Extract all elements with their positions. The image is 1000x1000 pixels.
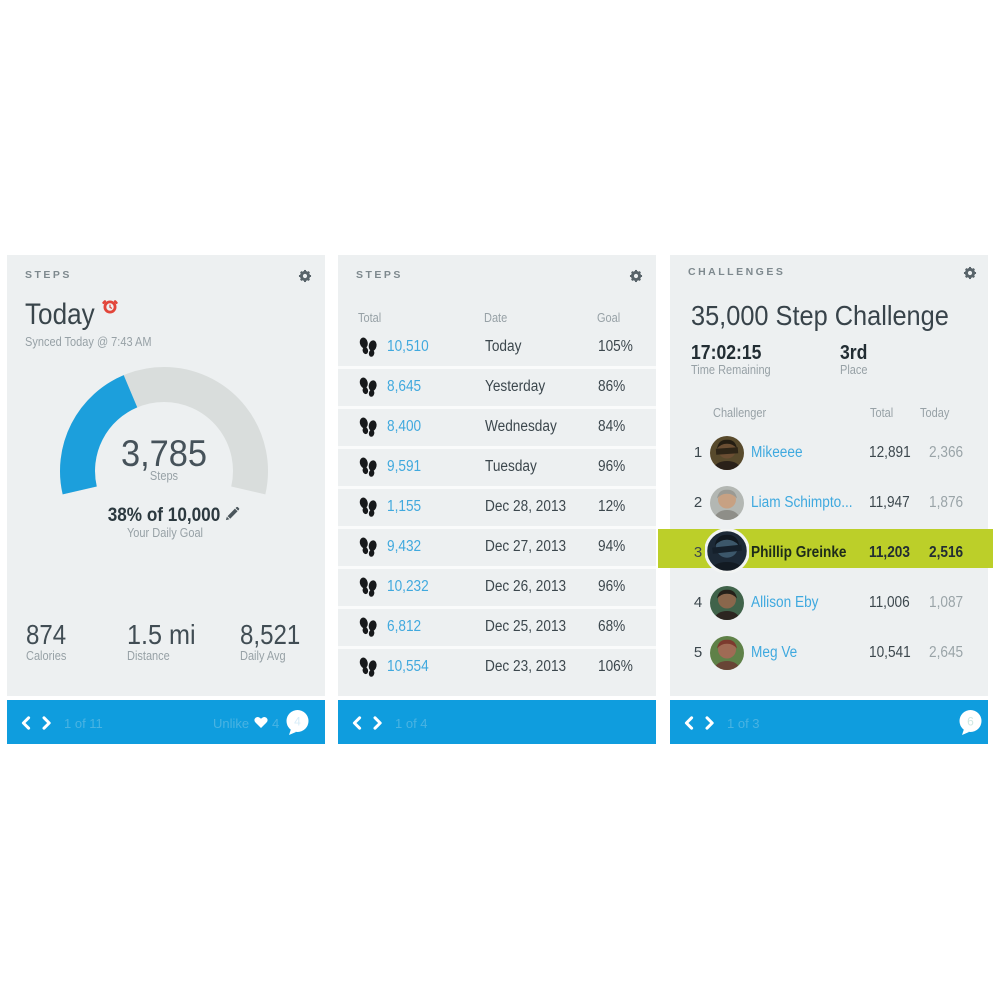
svg-text:6: 6 bbox=[967, 715, 974, 729]
svg-text:4: 4 bbox=[294, 715, 301, 729]
